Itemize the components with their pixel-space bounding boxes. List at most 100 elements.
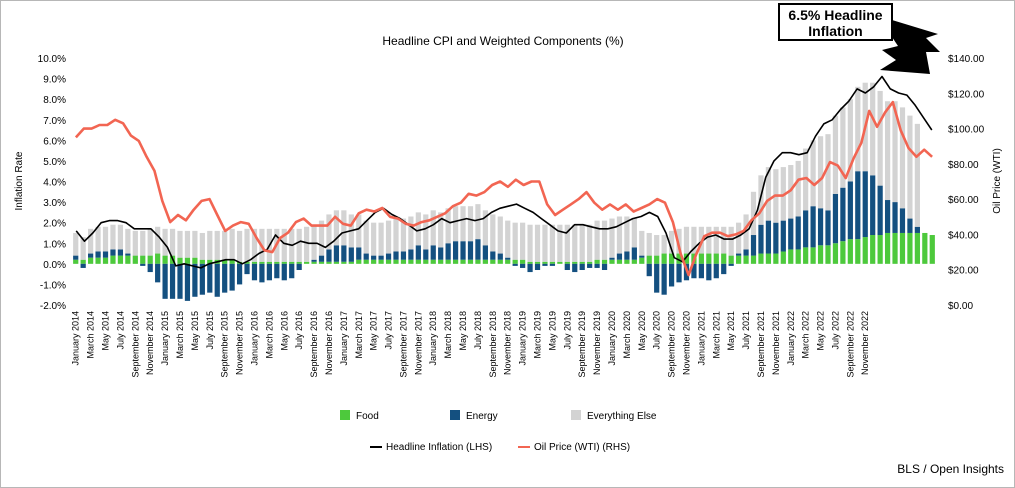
bar-food [467, 259, 474, 264]
bar-energy [244, 263, 250, 275]
bar-food [557, 261, 563, 264]
bar-energy [117, 249, 124, 256]
bar-food [825, 245, 831, 264]
bar-energy [318, 255, 325, 262]
bar-everything-else [400, 218, 407, 252]
bar-food [698, 253, 704, 264]
bar-food [810, 247, 816, 264]
bar-energy [497, 253, 503, 260]
bar-food [668, 253, 675, 264]
bar-everything-else [639, 230, 645, 256]
bar-everything-else [199, 232, 205, 260]
bar-everything-else [870, 82, 876, 176]
bar-energy [862, 171, 868, 238]
bar-everything-else [624, 216, 630, 252]
x-tick-label: May 2016 [279, 311, 289, 351]
bar-everything-else [728, 226, 734, 256]
bar-food [758, 253, 764, 264]
bar-food [832, 243, 839, 264]
x-tick-label: March 2018 [443, 311, 453, 359]
bar-everything-else [244, 228, 250, 262]
x-tick-label: March 2017 [354, 311, 364, 359]
bar-food [482, 259, 488, 264]
y2-tick-label: $80.00 [948, 160, 979, 171]
bar-energy [274, 263, 280, 279]
bar-energy [616, 253, 623, 260]
bar-food [527, 261, 533, 264]
bar-food [765, 253, 772, 264]
bar-food [646, 255, 652, 264]
bar-food [192, 257, 198, 264]
bar-energy [780, 220, 786, 252]
bar-energy [296, 263, 302, 271]
bar-energy [914, 226, 920, 233]
bar-everything-else [192, 230, 198, 258]
bar-energy [356, 247, 362, 260]
bar-food [281, 261, 287, 264]
y-axis-label: Inflation Rate [14, 151, 25, 210]
bar-energy [579, 263, 585, 271]
bar-everything-else [832, 115, 839, 194]
bar-everything-else [333, 210, 340, 246]
bar-energy [125, 253, 131, 256]
bar-everything-else [326, 214, 332, 250]
bar-energy [743, 249, 749, 256]
bar-food [304, 261, 310, 264]
bar-energy [803, 210, 809, 248]
annotation-text: 6.5% Headline Inflation [788, 7, 883, 39]
bar-energy [549, 263, 556, 266]
bar-food [222, 259, 228, 264]
bar-everything-else [579, 224, 585, 262]
bar-energy [758, 224, 764, 254]
x-tick-label: January 2022 [786, 311, 796, 366]
bar-everything-else [907, 115, 913, 219]
legend-label: Headline Inflation (LHS) [386, 442, 492, 453]
line-series-group [74, 75, 933, 277]
bar-everything-else [534, 224, 541, 262]
x-tick-label: May 2020 [637, 311, 647, 351]
bar-energy [817, 208, 824, 246]
x-tick-label: January 2015 [160, 311, 170, 366]
bar-food [348, 261, 354, 264]
bar-energy [646, 263, 652, 277]
bar-everything-else [825, 134, 831, 211]
bar-food [102, 257, 109, 264]
bar-energy [229, 263, 235, 291]
bar-energy [810, 206, 816, 248]
bar-energy [423, 249, 429, 260]
bar-food [274, 261, 280, 264]
bar-energy [832, 193, 839, 244]
bar-food [624, 259, 630, 264]
bar-food [326, 261, 332, 264]
bar-energy [855, 171, 861, 240]
bar-food [80, 259, 86, 264]
bar-everything-else [311, 224, 317, 260]
source-note: BLS / Open Insights [897, 462, 1004, 476]
y2-axis-label: Oil Price (WTI) [992, 148, 1003, 214]
bar-food [147, 255, 153, 264]
bar-food [184, 257, 191, 264]
bar-food [438, 259, 444, 264]
bar-energy [825, 210, 831, 246]
bar-everything-else [713, 226, 719, 254]
x-tick-label: September 2015 [220, 311, 230, 378]
bar-energy [572, 263, 578, 273]
bar-energy [467, 241, 474, 260]
x-tick-label: May 2017 [369, 311, 379, 351]
x-tick-label: January 2020 [607, 311, 617, 366]
bar-energy [378, 255, 384, 260]
bar-energy [259, 263, 265, 283]
bar-food [736, 255, 742, 264]
bar-food [579, 261, 585, 264]
bar-energy [795, 216, 801, 250]
bar-everything-else [840, 107, 846, 188]
bar-everything-else [750, 191, 757, 236]
bar-food [333, 261, 340, 264]
bar-everything-else [452, 206, 459, 242]
bar-food [244, 261, 250, 264]
bar-everything-else [817, 136, 824, 209]
bar-energy [184, 263, 191, 301]
bar-everything-else [378, 222, 384, 256]
x-tick-label: November 2017 [413, 311, 423, 375]
bar-everything-else [393, 218, 399, 252]
